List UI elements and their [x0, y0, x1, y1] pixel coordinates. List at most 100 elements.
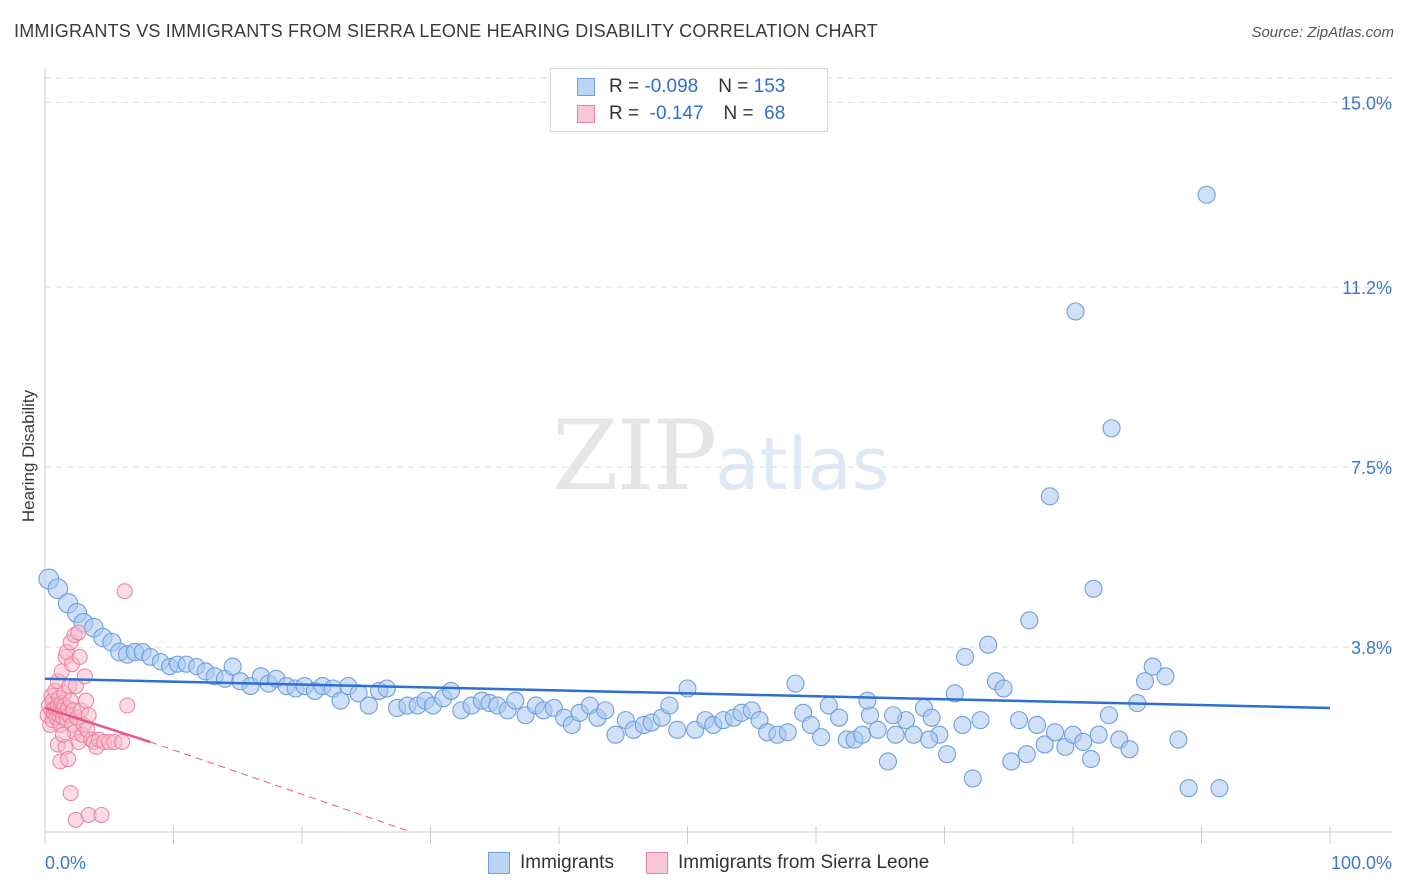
data-point-immigrants	[1045, 723, 1065, 742]
data-point-immigrants	[1197, 185, 1216, 204]
data-point-immigrants	[1084, 579, 1103, 598]
data-point-immigrants	[1074, 732, 1093, 752]
data-point-immigrants	[920, 730, 939, 749]
data-point-immigrants	[938, 745, 957, 764]
data-point-immigrants	[786, 674, 805, 693]
legend-n-value: 68	[758, 103, 786, 124]
x-tick-label-min: 0.0%	[45, 853, 86, 873]
trend-line-sierra-leone	[44, 706, 151, 744]
data-point-immigrants	[1020, 611, 1039, 630]
legend-row-immigrants: R = -0.098 N = 153	[577, 75, 785, 99]
data-point-immigrants	[1089, 725, 1108, 744]
legend-r-value: -0.098	[644, 76, 699, 97]
data-point-immigrants	[853, 725, 872, 744]
data-point-immigrants	[1135, 672, 1155, 691]
legend-item-immigrants[interactable]: Immigrants	[488, 852, 614, 874]
legend-swatch-pink	[577, 105, 595, 123]
data-point-immigrants	[442, 681, 461, 700]
data-point-sierra-leone	[93, 806, 110, 823]
data-point-sierra-leone	[78, 692, 95, 709]
data-point-immigrants	[1035, 735, 1054, 754]
legend-label-immigrants: Immigrants	[520, 852, 614, 873]
data-point-immigrants	[1027, 715, 1047, 735]
legend-item-sierra-leone[interactable]: Immigrants from Sierra Leone	[645, 852, 930, 874]
data-point-immigrants	[506, 691, 525, 710]
data-point-immigrants	[945, 684, 964, 703]
data-point-immigrants	[904, 725, 923, 744]
watermark-zip: ZIP	[552, 400, 717, 512]
data-point-immigrants	[668, 720, 687, 739]
legend-r-label: R =	[609, 103, 645, 124]
y-axis-label: Hearing Disability	[19, 389, 38, 522]
data-point-sierra-leone	[70, 624, 87, 641]
data-point-immigrants	[830, 708, 849, 727]
data-point-immigrants	[1066, 302, 1085, 321]
legend-swatch-pink	[645, 852, 668, 874]
data-point-immigrants	[971, 711, 990, 730]
data-point-immigrants	[884, 706, 903, 725]
data-point-immigrants	[1179, 779, 1198, 798]
series-immigrants	[38, 185, 1229, 798]
data-point-sierra-leone	[71, 648, 88, 665]
legend-n-label: N =	[723, 103, 759, 124]
legend-swatch-blue	[488, 852, 510, 874]
y-tick-label: 7.5%	[1351, 458, 1392, 478]
data-point-sierra-leone	[60, 751, 77, 768]
data-point-immigrants	[1002, 752, 1021, 771]
data-point-immigrants	[1169, 730, 1188, 749]
x-tick-label-max: 100.0%	[1331, 853, 1392, 873]
data-point-immigrants	[812, 728, 831, 747]
data-point-sierra-leone	[119, 697, 136, 714]
legend-r-value: -0.147	[644, 103, 704, 124]
data-point-sierra-leone	[54, 726, 71, 743]
data-point-immigrants	[801, 715, 820, 735]
data-point-sierra-leone	[62, 785, 79, 802]
watermark-atlas: atlas	[715, 422, 890, 506]
grid-lines	[45, 77, 1392, 648]
data-point-immigrants	[1099, 706, 1119, 725]
data-point-immigrants	[1143, 657, 1162, 676]
data-point-immigrants	[359, 696, 378, 715]
data-point-immigrants	[1156, 667, 1175, 686]
data-point-immigrants	[1040, 487, 1059, 506]
data-point-immigrants	[1017, 745, 1036, 764]
data-point-immigrants	[606, 725, 625, 744]
data-point-immigrants	[878, 752, 898, 771]
series-legend: Immigrants Immigrants from Sierra Leone	[488, 852, 961, 874]
data-point-immigrants	[868, 720, 887, 739]
data-point-immigrants	[331, 691, 350, 710]
correlation-legend: R = -0.098 N = 153 R = -0.147 N = 68	[550, 68, 828, 132]
data-point-immigrants	[47, 578, 69, 600]
data-point-sierra-leone	[116, 583, 133, 600]
data-point-immigrants	[953, 715, 972, 735]
y-tick-label: 15.0%	[1341, 93, 1392, 113]
data-point-immigrants	[1210, 779, 1229, 798]
data-point-immigrants	[994, 679, 1013, 698]
data-point-immigrants	[886, 725, 905, 744]
data-point-immigrants	[956, 647, 975, 666]
legend-swatch-blue	[577, 78, 595, 96]
data-point-immigrants	[1102, 419, 1121, 438]
chart-title: IMMIGRANTS VS IMMIGRANTS FROM SIERRA LEO…	[14, 21, 878, 41]
legend-n-value: 153	[753, 76, 786, 97]
trend-lines	[44, 677, 1331, 833]
trend-line-immigrants	[44, 677, 1331, 710]
y-tick-label: 3.8%	[1351, 638, 1392, 658]
data-point-immigrants	[377, 679, 396, 698]
trend-line-sierra-leone-extended	[150, 741, 412, 833]
legend-label-sierra-leone: Immigrants from Sierra Leone	[677, 852, 930, 873]
data-point-sierra-leone	[114, 734, 131, 751]
data-point-immigrants	[963, 769, 982, 788]
watermark: ZIPatlas	[552, 400, 889, 512]
tick-labels: 3.8% 7.5% 11.2% 15.0% 0.0% 100.0%	[45, 93, 1392, 873]
legend-row-sierra-leone: R = -0.147 N = 68	[577, 102, 785, 126]
data-point-immigrants	[660, 696, 679, 715]
data-point-immigrants	[922, 708, 941, 727]
data-point-immigrants	[778, 723, 797, 742]
data-point-immigrants	[979, 635, 998, 654]
data-point-immigrants	[1120, 740, 1139, 759]
data-point-immigrants	[223, 657, 242, 676]
y-tick-label: 11.2%	[1342, 278, 1392, 298]
legend-n-label: N =	[718, 76, 754, 97]
